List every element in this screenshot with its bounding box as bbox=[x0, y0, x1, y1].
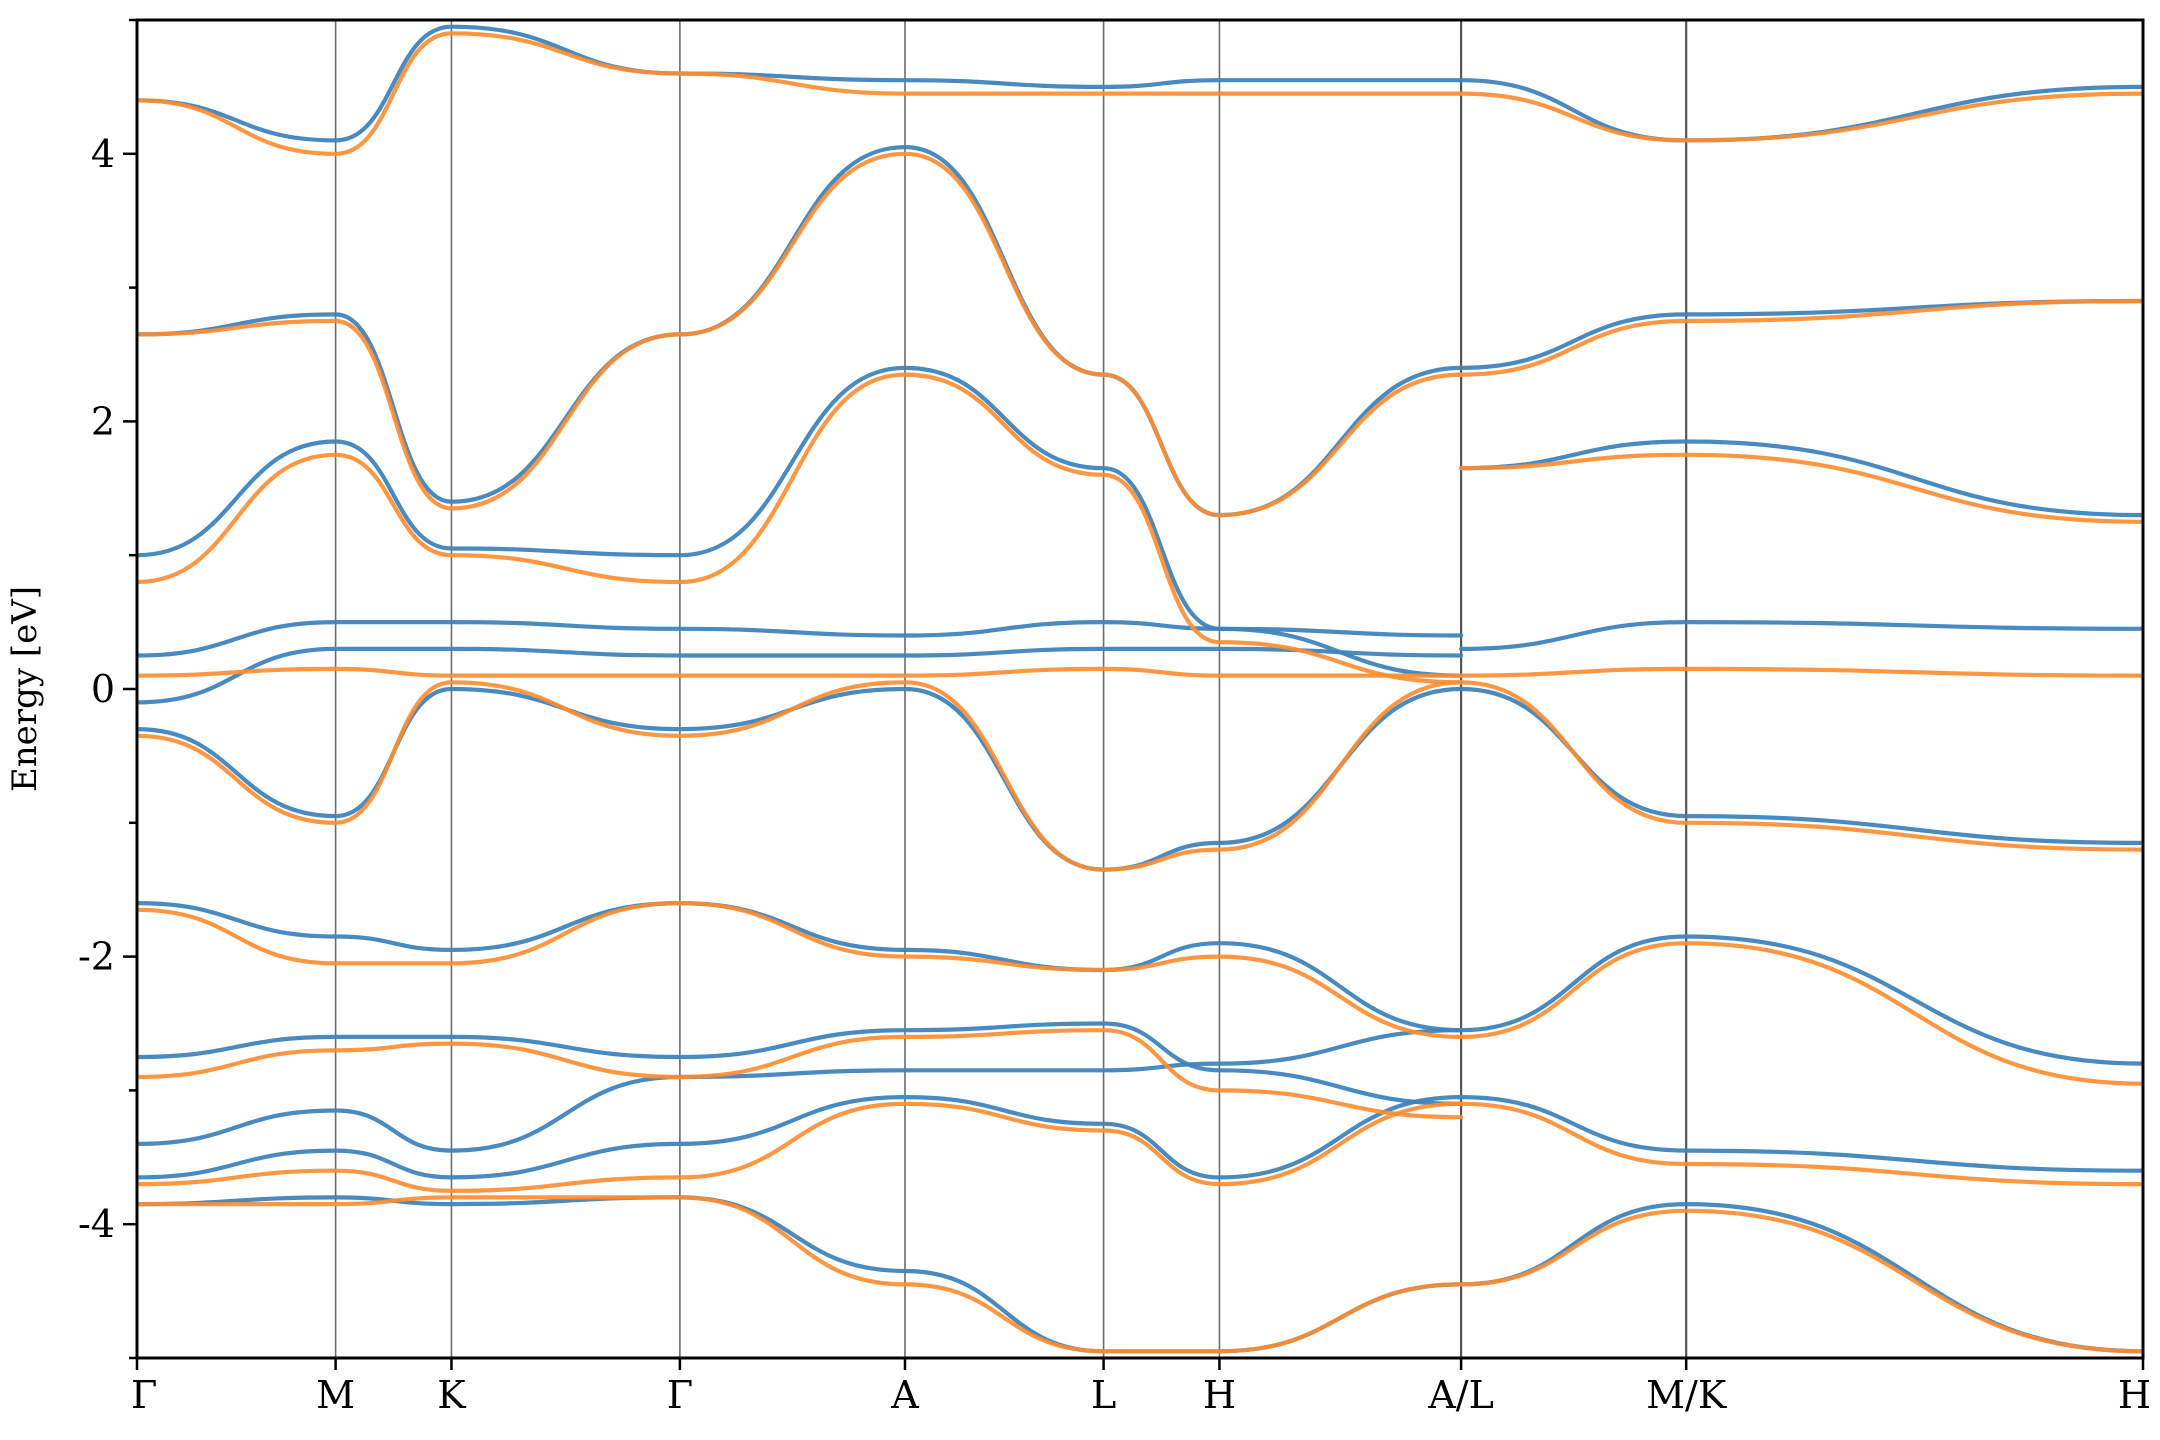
y-axis-label: Energy [eV] bbox=[5, 586, 45, 792]
x-tick-label: M bbox=[316, 1373, 355, 1417]
band-line bbox=[137, 1095, 1464, 1180]
band-series-1 bbox=[137, 31, 2143, 1354]
band-line bbox=[137, 31, 1464, 156]
y-tick-label: -2 bbox=[78, 935, 115, 979]
band-line bbox=[1459, 91, 2143, 143]
band-line bbox=[137, 646, 1464, 705]
y-tick-label: 4 bbox=[91, 132, 115, 176]
band-line bbox=[137, 365, 1464, 678]
band-line bbox=[1459, 686, 2143, 845]
band-line bbox=[1459, 1101, 2143, 1187]
band-line bbox=[1459, 78, 2143, 143]
band-line bbox=[1459, 934, 2143, 1066]
band-line bbox=[1459, 1095, 2143, 1173]
x-tick-label: H bbox=[2118, 1373, 2151, 1417]
x-tick-label: Γ bbox=[131, 1373, 157, 1417]
band-line bbox=[1459, 439, 2143, 518]
x-axis-ticks: Γ M K Γ A L H A/L M/K H bbox=[131, 1358, 2151, 1417]
band-line bbox=[1459, 666, 2143, 678]
band-line bbox=[137, 1101, 1464, 1193]
band-line bbox=[137, 901, 1464, 1039]
x-tick-label: H bbox=[1203, 1373, 1236, 1417]
band-line bbox=[137, 1028, 1464, 1153]
x-tick-label: M/K bbox=[1646, 1373, 1727, 1417]
band-line bbox=[1459, 298, 2143, 370]
band-line bbox=[1459, 620, 2143, 651]
band-line bbox=[137, 1195, 1464, 1354]
band-line bbox=[137, 1021, 1464, 1106]
x-tick-label: K bbox=[437, 1373, 466, 1417]
band-line bbox=[137, 24, 1464, 143]
band-line bbox=[137, 901, 1464, 1033]
x-tick-label: L bbox=[1091, 1373, 1116, 1417]
y-axis-ticks: -4 -2 0 2 4 bbox=[78, 18, 137, 1360]
plot-frame bbox=[135, 18, 2145, 1360]
band-line bbox=[1459, 1208, 2143, 1354]
band-line bbox=[1459, 680, 2143, 852]
y-tick-label: 2 bbox=[91, 399, 115, 443]
band-line bbox=[1459, 452, 2143, 524]
band-line bbox=[137, 666, 1464, 678]
x-tick-label: A/L bbox=[1427, 1373, 1493, 1417]
band-line bbox=[1459, 298, 2143, 377]
y-tick-label: 0 bbox=[91, 667, 115, 711]
band-line bbox=[137, 151, 1464, 518]
band-lines bbox=[137, 24, 2143, 1354]
band-series-0 bbox=[137, 24, 2143, 1354]
x-tick-label: A bbox=[890, 1373, 919, 1417]
y-tick-label: -4 bbox=[78, 1202, 115, 1246]
band-line bbox=[1459, 941, 2143, 1086]
x-tick-label: Γ bbox=[667, 1373, 693, 1417]
band-line bbox=[137, 1028, 1464, 1120]
band-line bbox=[137, 680, 1464, 872]
band-line bbox=[137, 372, 1464, 685]
